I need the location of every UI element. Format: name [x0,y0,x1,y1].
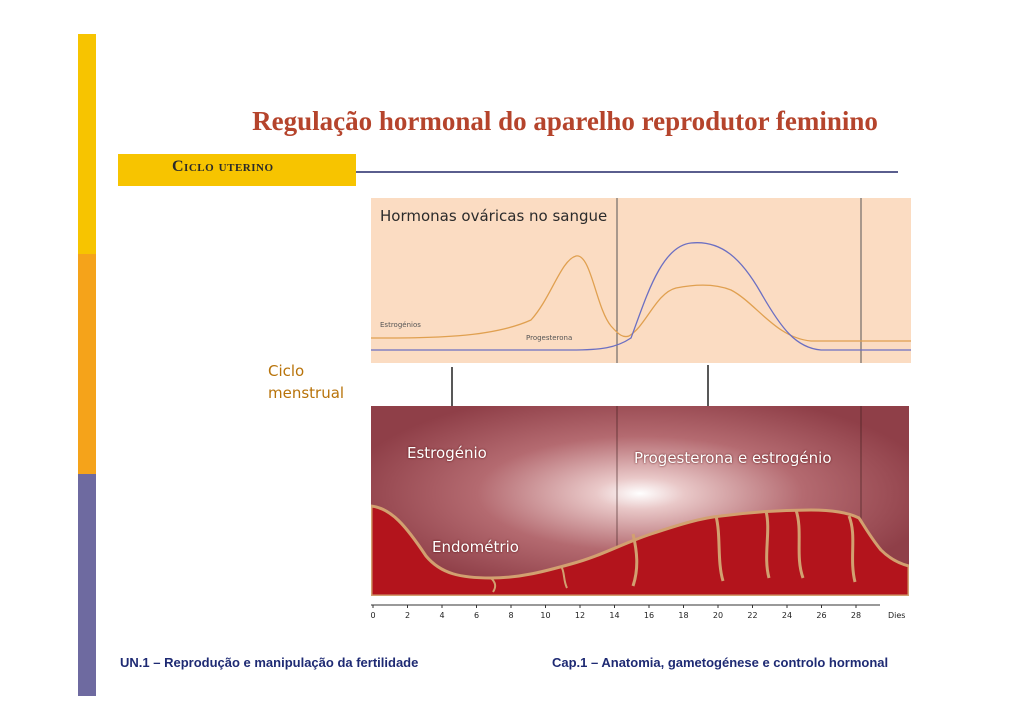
gland-2 [714,515,725,582]
endometrium-panel [369,406,911,598]
day-axis-ticks: 0 2 4 6 8 10 12 14 16 18 20 22 24 26 28 [370,605,861,620]
estrogen-curve [371,255,911,342]
cycle-label-line2: menstrual [268,384,345,402]
slide-title: Regulação hormonal do aparelho reproduto… [252,106,878,136]
day-axis-tick-label: 22 [747,611,757,620]
endometrium-svg [369,406,911,598]
footer-chapter: Cap.1 – Anatomia, gametogénese e control… [552,655,889,670]
sidebar-accent-yellow [78,34,96,254]
gland-3 [764,510,771,579]
hormone-chart-svg: Estrogénios Progesterona [371,198,911,363]
tissue-label: Endométrio [432,538,519,556]
gland-5 [847,515,857,583]
cycle-label: Ciclo menstrual [268,360,344,404]
phase-label-estrogen: Estrogénio [407,444,487,462]
day-axis-tick-label: 0 [370,611,375,620]
progesterone-curve [371,242,911,351]
day-axis-tick-label: 16 [644,611,654,620]
section-divider [356,171,898,173]
day-axis-tick-label: 28 [851,611,861,620]
day-axis-tick-label: 6 [474,611,479,620]
endometrium-tissue [369,504,911,598]
day-axis-tick-label: 26 [816,611,826,620]
cycle-label-line1: Ciclo [268,362,305,380]
progesterone-label: Progesterona [526,334,572,342]
day-axis-tick-label: 24 [782,611,792,620]
day-axis-tick-label: 12 [575,611,585,620]
day-axis-tick-label: 10 [540,611,550,620]
day-axis-tick-label: 8 [508,611,513,620]
footer-unit: UN.1 – Reprodução e manipulação da ferti… [120,655,419,670]
gland-4 [794,509,805,579]
hormone-chart: Estrogénios Progesterona [371,198,911,363]
day-axis: 0 2 4 6 8 10 12 14 16 18 20 22 24 26 28 Dies [370,604,905,620]
day-axis-tick-label: 20 [713,611,723,620]
gland-7 [560,565,568,589]
sidebar-accent-purple [78,474,96,696]
estrogen-label: Estrogénios [380,321,421,329]
gland-1 [631,533,639,587]
day-axis-tick-label: 18 [678,611,688,620]
hormone-chart-title: Hormonas ováricas no sangue [380,207,608,225]
section-tab: Ciclo uterino [118,154,356,186]
day-axis-unit: Dies [888,611,905,620]
gland-6 [490,577,497,593]
day-axis-tick-label: 2 [405,611,410,620]
phase-label-progesterone: Progesterona e estrogénio [634,449,832,467]
day-axis-tick-label: 4 [439,611,444,620]
sidebar-accent-orange [78,254,96,474]
day-axis-tick-label: 14 [609,611,619,620]
